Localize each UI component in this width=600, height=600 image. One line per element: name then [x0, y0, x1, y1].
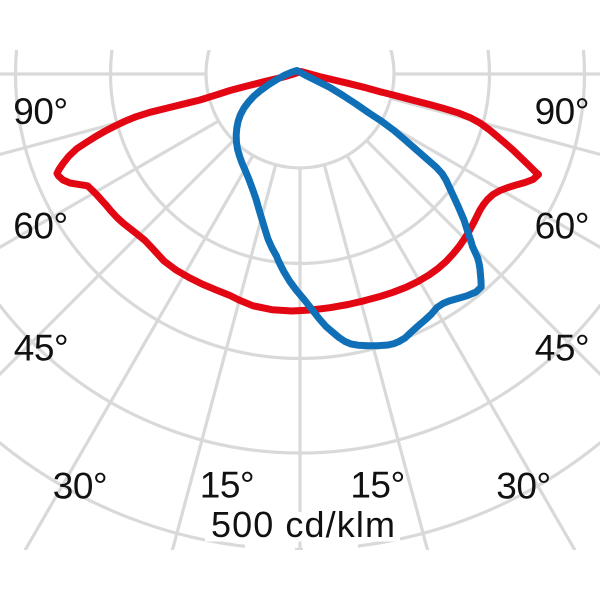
- svg-text:90°: 90°: [13, 91, 67, 132]
- svg-text:60°: 60°: [535, 206, 589, 247]
- svg-text:30°: 30°: [496, 466, 550, 507]
- svg-text:60°: 60°: [13, 206, 67, 247]
- svg-text:45°: 45°: [14, 328, 68, 369]
- svg-text:30°: 30°: [53, 466, 107, 507]
- svg-text:45°: 45°: [535, 328, 589, 369]
- svg-text:15°: 15°: [200, 465, 254, 506]
- svg-text:15°: 15°: [350, 465, 404, 506]
- svg-text:90°: 90°: [535, 91, 589, 132]
- svg-text:500 cd/klm: 500 cd/klm: [211, 504, 396, 545]
